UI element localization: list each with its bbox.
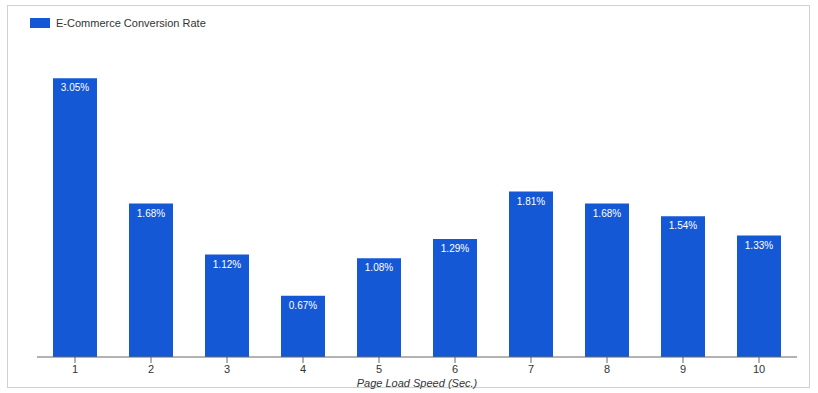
svg-text:1: 1: [72, 363, 78, 375]
svg-text:3.05%: 3.05%: [61, 82, 89, 93]
svg-text:Page Load Speed (Sec.): Page Load Speed (Sec.): [357, 377, 478, 389]
svg-text:1.29%: 1.29%: [441, 243, 469, 254]
svg-text:1.08%: 1.08%: [365, 262, 393, 273]
svg-text:3: 3: [224, 363, 230, 375]
svg-text:0.67%: 0.67%: [289, 300, 317, 311]
svg-text:5: 5: [376, 363, 382, 375]
svg-text:1.68%: 1.68%: [593, 208, 621, 219]
svg-text:8: 8: [604, 363, 610, 375]
svg-text:1.12%: 1.12%: [213, 259, 241, 270]
svg-text:1.81%: 1.81%: [517, 196, 545, 207]
svg-text:9: 9: [680, 363, 686, 375]
svg-text:6: 6: [452, 363, 458, 375]
svg-text:10: 10: [753, 363, 765, 375]
svg-text:1.68%: 1.68%: [137, 208, 165, 219]
svg-text:1.33%: 1.33%: [745, 240, 773, 251]
svg-text:7: 7: [528, 363, 534, 375]
svg-text:4: 4: [300, 363, 306, 375]
html-text:E-Commerce Conversion Rate: E-Commerce Conversion Rate: [56, 17, 206, 29]
svg-text:2: 2: [148, 363, 154, 375]
svg-text:1.54%: 1.54%: [669, 220, 697, 231]
